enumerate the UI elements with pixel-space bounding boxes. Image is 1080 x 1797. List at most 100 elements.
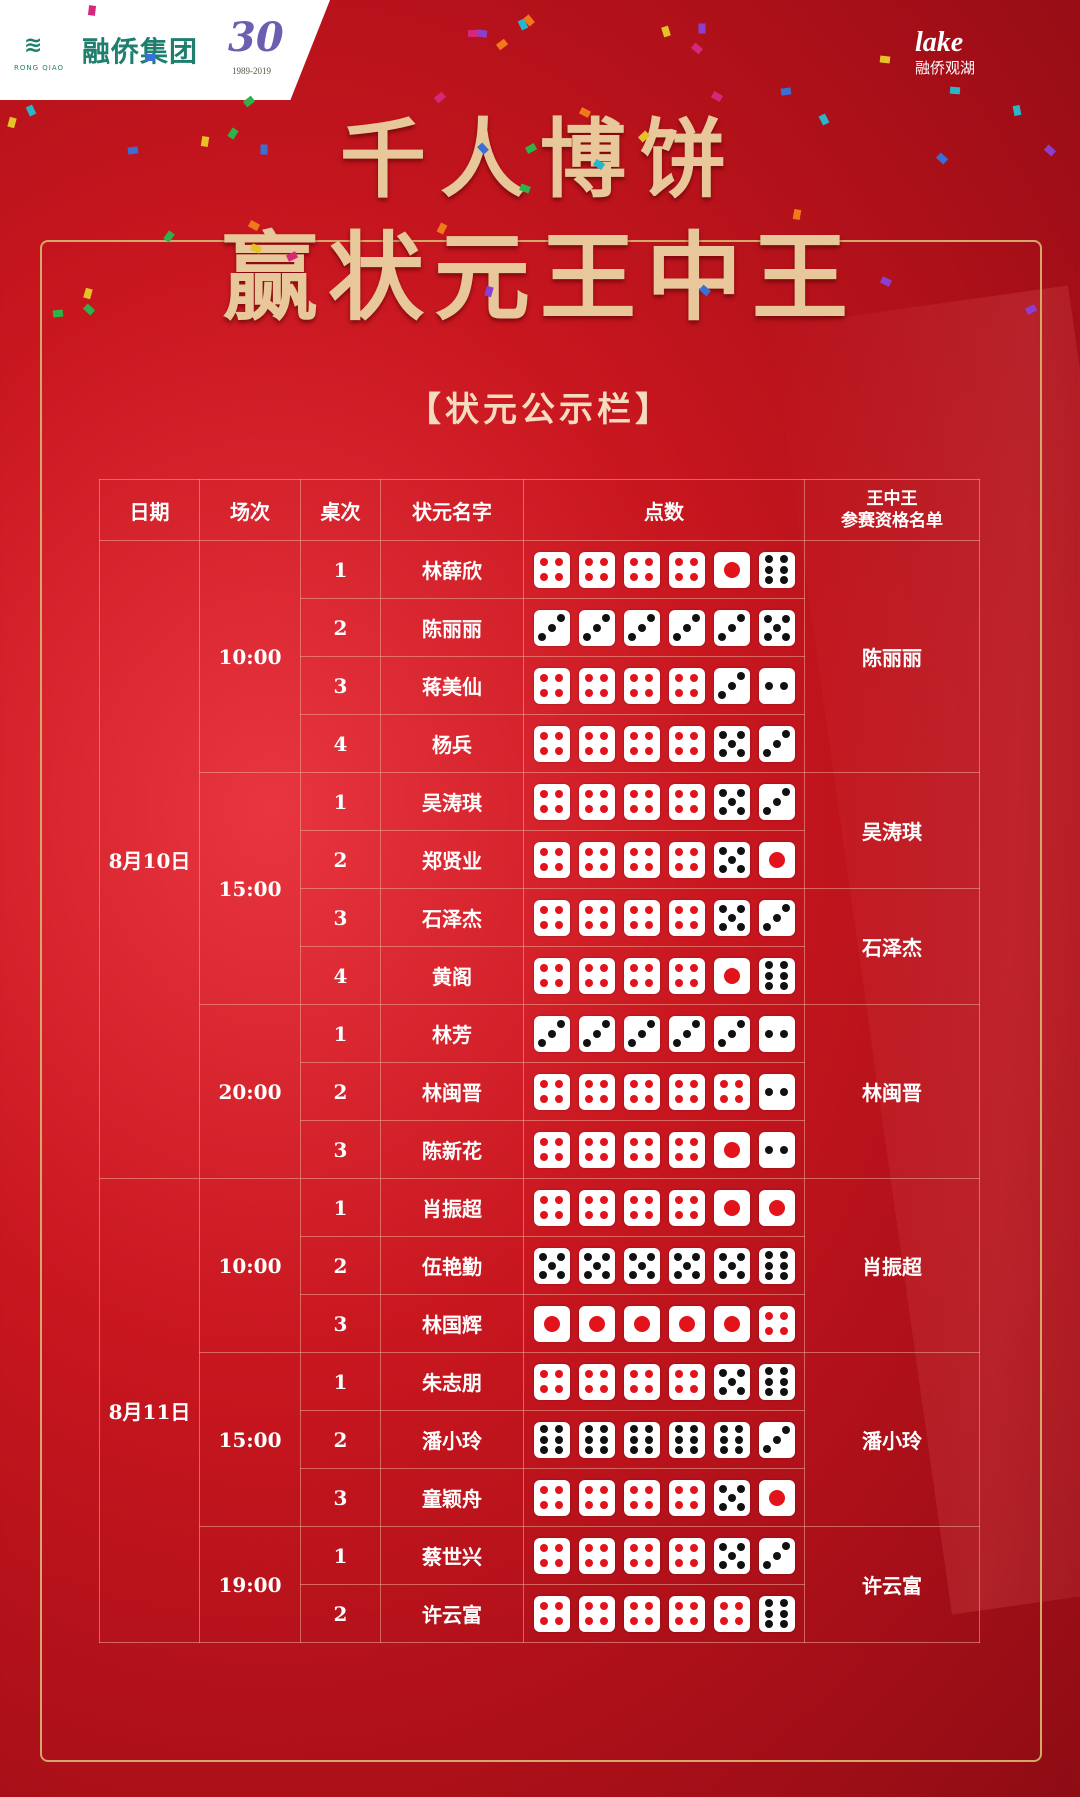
- die-face-4-icon: [533, 1363, 570, 1400]
- champion-name-cell: 石泽杰: [380, 888, 524, 947]
- dice-cell: [523, 1236, 805, 1295]
- header-date: 日期: [99, 479, 200, 541]
- die-face-4-icon: [533, 1189, 570, 1226]
- die-pip: [644, 1544, 653, 1553]
- die-pip: [585, 790, 594, 799]
- die-pip: [765, 575, 774, 584]
- die-face-4-icon: [533, 957, 570, 994]
- die-pip: [772, 739, 781, 748]
- die-face-2-icon: [758, 667, 795, 704]
- die-face-4-icon: [668, 1479, 705, 1516]
- die-pip: [644, 1094, 653, 1103]
- confetti-piece: [879, 55, 891, 64]
- qualifier-cell: 石泽杰: [804, 888, 980, 1005]
- die-pip: [765, 1251, 774, 1260]
- die-pip: [644, 1425, 653, 1434]
- die-pip: [689, 1445, 698, 1454]
- die-pip: [585, 1544, 594, 1553]
- die-pip: [599, 1500, 608, 1509]
- die-face-4-icon: [623, 1537, 660, 1574]
- confetti-piece: [792, 209, 802, 221]
- die-face-4-icon: [623, 667, 660, 704]
- die-pip: [644, 848, 653, 857]
- die-pip: [644, 1500, 653, 1509]
- die-pip: [585, 906, 594, 915]
- die-pip: [723, 967, 740, 984]
- table-number-cell: 1: [300, 1526, 381, 1585]
- die-face-4-icon: [668, 725, 705, 762]
- die-pip: [554, 1486, 563, 1495]
- table-number-cell: 2: [300, 830, 381, 889]
- die-pip: [630, 906, 639, 915]
- die-face-2-icon: [758, 1015, 795, 1052]
- champion-name-cell: 郑贤业: [380, 830, 524, 889]
- die-pip: [538, 1270, 547, 1279]
- die-pip: [736, 1542, 745, 1551]
- die-pip: [585, 1370, 594, 1379]
- die-face-3-icon: [578, 609, 615, 646]
- die-pip: [765, 1261, 774, 1270]
- die-face-4-icon: [578, 899, 615, 936]
- die-face-2-icon: [758, 1073, 795, 1110]
- die-pip: [630, 558, 639, 567]
- die-pip: [554, 572, 563, 581]
- die-pip: [599, 906, 608, 915]
- die-pip: [765, 1029, 774, 1038]
- die-pip: [765, 1087, 774, 1096]
- die-pip: [554, 920, 563, 929]
- die-pip: [644, 746, 653, 755]
- die-pip: [689, 1138, 698, 1147]
- die-pip: [599, 1384, 608, 1393]
- die-pip: [736, 846, 745, 855]
- die-pip: [540, 732, 549, 741]
- die-pip: [630, 1486, 639, 1495]
- die-face-3-icon: [668, 609, 705, 646]
- die-pip: [765, 981, 774, 990]
- die-pip: [673, 1038, 682, 1047]
- die-pip: [599, 674, 608, 683]
- session-cell: 15:00: [199, 1352, 301, 1527]
- die-face-6-icon: [758, 1363, 795, 1400]
- die-pip: [630, 674, 639, 683]
- die-pip: [736, 904, 745, 913]
- die-pip: [675, 920, 684, 929]
- die-face-5-icon: [713, 783, 750, 820]
- die-face-1-icon: [668, 1305, 705, 1342]
- die-pip: [644, 558, 653, 567]
- die-face-4-icon: [578, 667, 615, 704]
- die-pip: [689, 1435, 698, 1444]
- die-pip: [720, 1094, 729, 1103]
- die-face-1-icon: [623, 1305, 660, 1342]
- die-pip: [689, 804, 698, 813]
- die-pip: [644, 1080, 653, 1089]
- die-pip: [720, 1445, 729, 1454]
- die-pip: [763, 614, 772, 623]
- die-pip: [720, 1602, 729, 1611]
- table-header-row: 日期 场次 桌次 状元名字 点数 王中王 参赛资格名单: [99, 479, 980, 541]
- die-pip: [673, 1252, 682, 1261]
- rongqiao-mark-icon: ≋: [24, 33, 43, 58]
- die-pip: [736, 748, 745, 757]
- die-face-3-icon: [668, 1015, 705, 1052]
- champion-name-cell: 朱志朋: [380, 1352, 524, 1411]
- die-pip: [644, 688, 653, 697]
- die-pip: [727, 913, 736, 922]
- die-pip: [689, 1602, 698, 1611]
- die-pip: [763, 922, 772, 931]
- die-face-6-icon: [668, 1421, 705, 1458]
- die-pip: [736, 864, 745, 873]
- die-pip: [592, 1029, 601, 1038]
- die-pip: [772, 1435, 781, 1444]
- dice-cell: [523, 1410, 805, 1469]
- die-face-4-icon: [533, 725, 570, 762]
- die-pip: [585, 964, 594, 973]
- die-pip: [675, 862, 684, 871]
- die-pip: [585, 1558, 594, 1567]
- die-pip: [585, 848, 594, 857]
- table-row: 2 陈丽丽: [100, 598, 980, 657]
- die-pip: [554, 978, 563, 987]
- table-row: 4 杨兵: [100, 714, 980, 773]
- die-pip: [644, 978, 653, 987]
- die-pip: [540, 1384, 549, 1393]
- die-pip: [538, 1252, 547, 1261]
